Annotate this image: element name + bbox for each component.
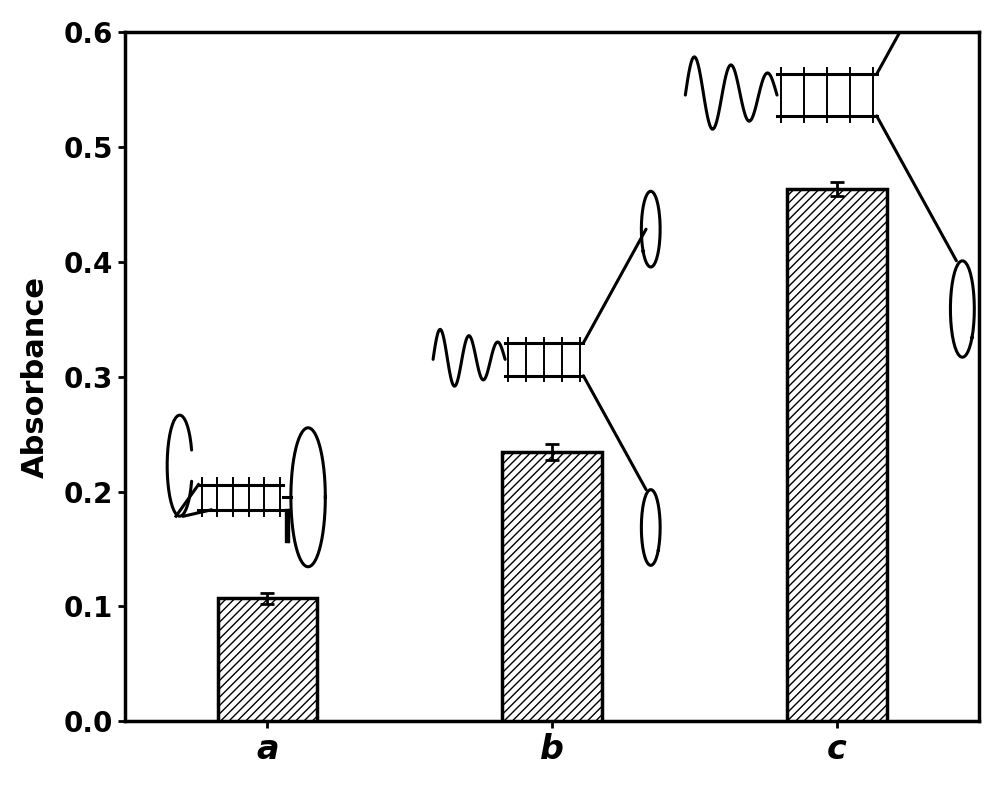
Y-axis label: Absorbance: Absorbance: [21, 275, 50, 478]
Bar: [218, 598, 317, 722]
Bar: [787, 190, 887, 722]
Bar: [502, 453, 602, 722]
